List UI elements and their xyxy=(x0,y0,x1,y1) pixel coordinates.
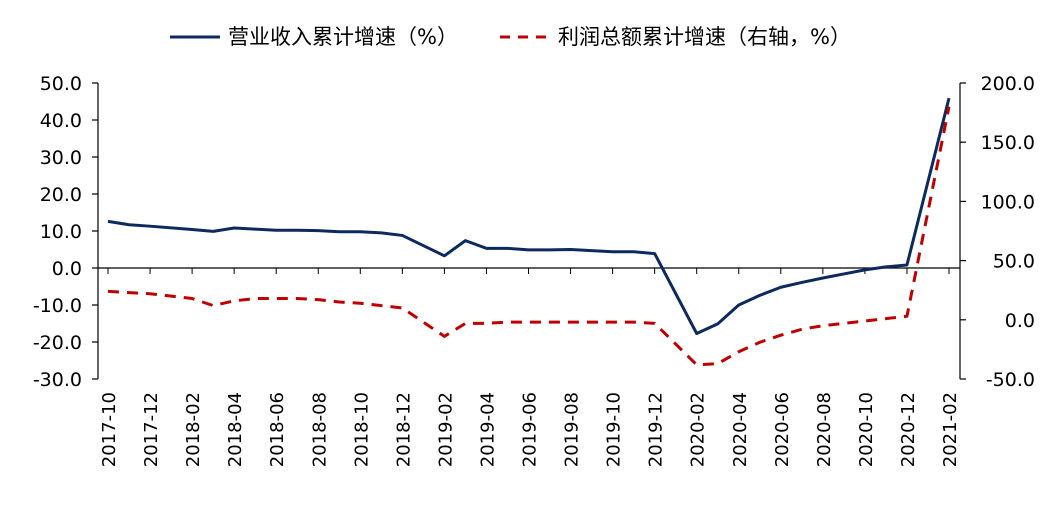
left-tick-label: 30.0 xyxy=(40,147,82,169)
x-tick-label: 2018-12 xyxy=(393,392,414,467)
x-tick-label: 2020-02 xyxy=(688,392,709,467)
right-tick-label: 200.0 xyxy=(981,73,1035,95)
series-line-revenue xyxy=(107,97,951,335)
right-tick-label: 100.0 xyxy=(981,191,1035,213)
x-tick-label: 2017-12 xyxy=(141,392,162,467)
axes xyxy=(97,83,961,379)
x-tick-label: 2020-08 xyxy=(814,392,835,467)
right-tick-label: 0.0 xyxy=(1005,310,1035,332)
left-tick-label: 20.0 xyxy=(40,184,82,206)
legend: 营业收入累计增速（%） 利润总额累计增速（右轴，%） xyxy=(170,25,851,49)
x-tick-label: 2020-10 xyxy=(856,392,877,467)
x-tick-label: 2020-04 xyxy=(730,392,751,467)
right-tick-label: -50.0 xyxy=(986,369,1035,391)
x-tick-label: 2019-12 xyxy=(646,392,667,467)
left-tick-label: 0.0 xyxy=(52,258,82,280)
x-tick-label: 2018-02 xyxy=(183,392,204,467)
x-tick-label: 2019-06 xyxy=(520,392,541,467)
right-tick-label: 50.0 xyxy=(993,251,1035,273)
x-tick-label: 2020-12 xyxy=(898,392,919,467)
series-layer xyxy=(107,97,951,367)
left-tick-label: 40.0 xyxy=(40,110,82,132)
legend-label-profit: 利润总额累计增速（右轴，%） xyxy=(558,25,851,49)
left-tick-label: -20.0 xyxy=(33,332,82,354)
x-tick-label: 2019-04 xyxy=(477,392,498,467)
x-tick-label: 2019-10 xyxy=(604,392,625,467)
x-tick-label: 2018-04 xyxy=(225,392,246,467)
legend-label-revenue: 营业收入累计增速（%） xyxy=(228,25,458,49)
right-tick-label: 150.0 xyxy=(981,132,1035,154)
x-tick-label: 2019-08 xyxy=(562,392,583,467)
left-axis-ticks: 50.0 40.0 30.0 20.0 10.0 0.0 -10.0 -20.0 -30.0 xyxy=(33,73,98,391)
x-axis-ticks: 2017-10 2017-12 2018-02 2018-04 2018-06 2018-… xyxy=(99,268,961,467)
x-tick-label: 2018-10 xyxy=(351,392,372,467)
x-tick-label: 2018-06 xyxy=(267,392,288,467)
left-tick-label: -10.0 xyxy=(33,295,82,317)
left-tick-label: 50.0 xyxy=(40,73,82,95)
x-tick-label: 2017-10 xyxy=(99,392,120,467)
x-tick-label: 2018-08 xyxy=(309,392,330,467)
x-tick-label: 2019-02 xyxy=(435,392,456,467)
x-tick-label: 2021-02 xyxy=(940,392,961,467)
left-tick-label: 10.0 xyxy=(40,221,82,243)
x-tick-label: 2020-06 xyxy=(772,392,793,467)
left-tick-label: -30.0 xyxy=(33,369,82,391)
series-line-profit xyxy=(107,106,951,367)
right-axis-ticks: 200.0 150.0 100.0 50.0 0.0 -50.0 xyxy=(960,73,1035,391)
